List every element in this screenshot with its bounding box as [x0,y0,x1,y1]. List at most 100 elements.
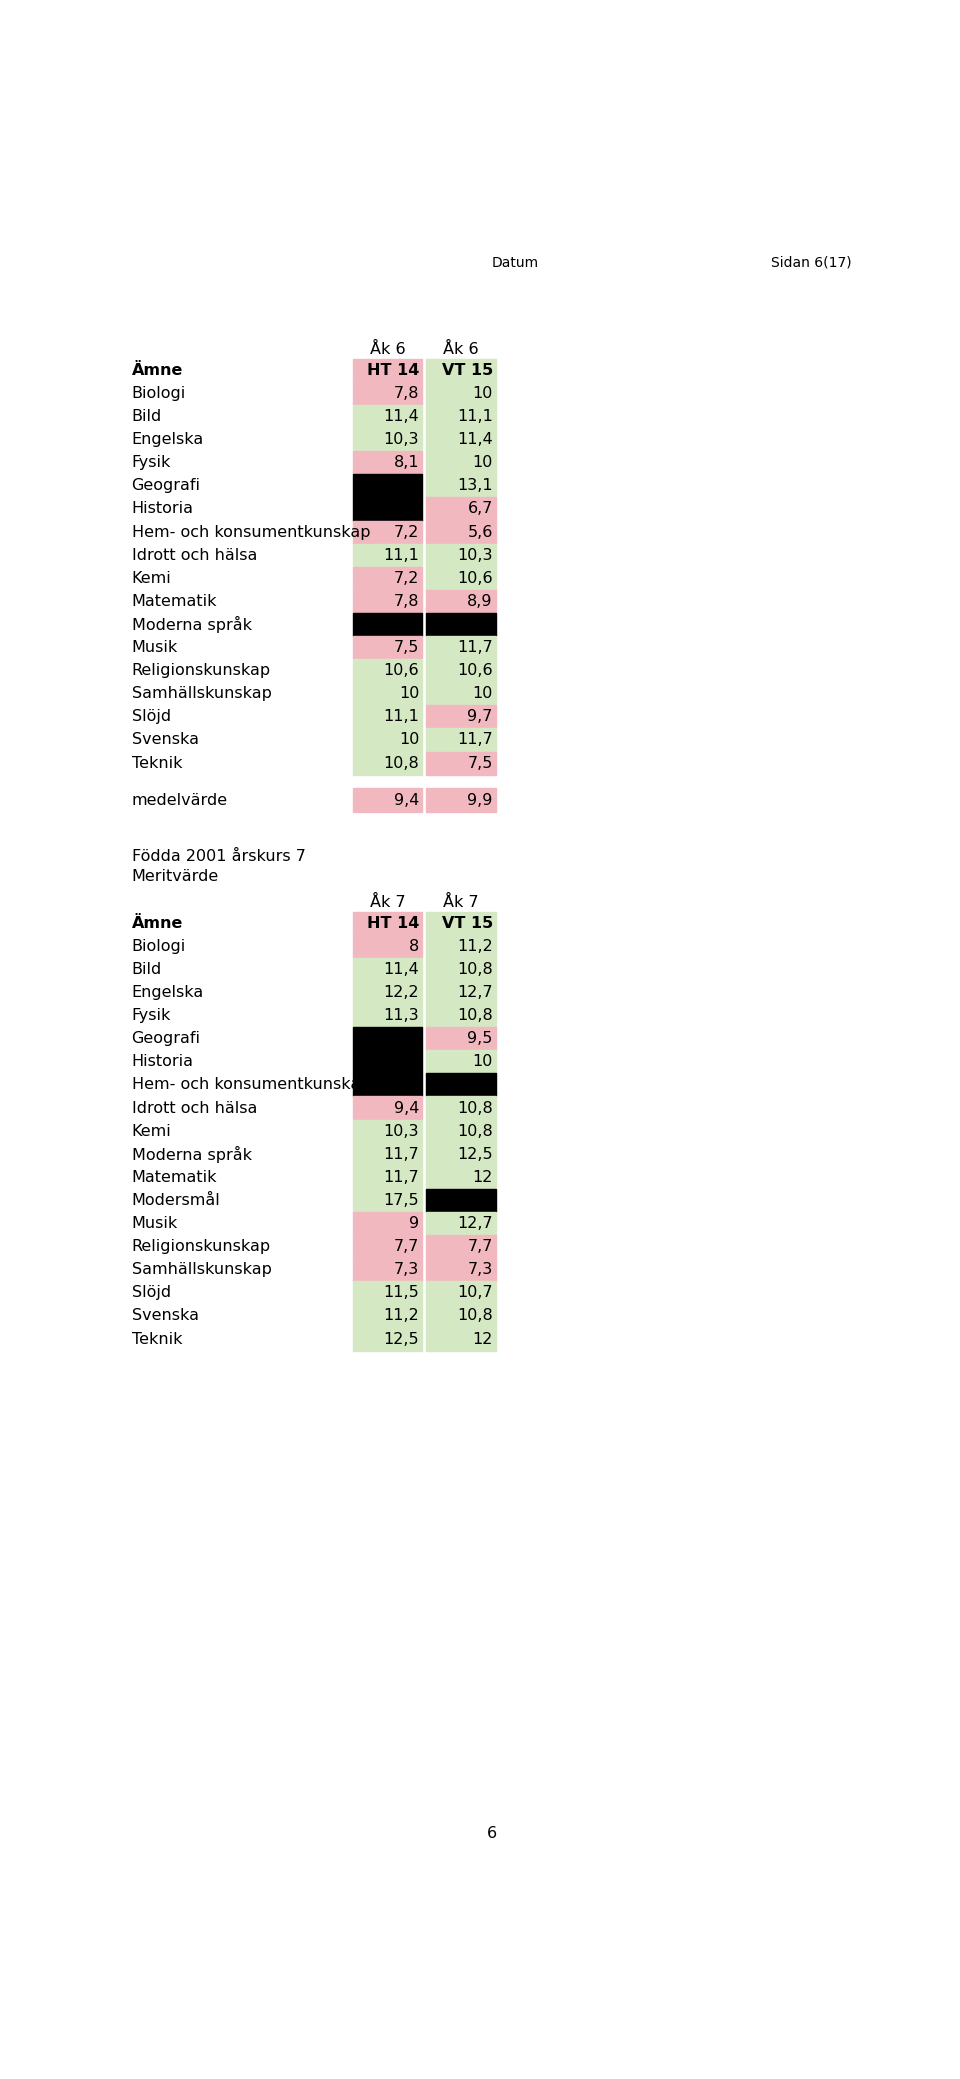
Text: 11,7: 11,7 [457,732,492,748]
Text: 13,1: 13,1 [457,478,492,493]
Text: 10,6: 10,6 [457,663,492,678]
Text: Engelska: Engelska [132,985,204,1000]
Text: 11,7: 11,7 [383,1148,420,1162]
Text: Åk 7: Åk 7 [370,894,405,911]
Bar [352,497,422,520]
Text: 11,1: 11,1 [383,547,420,563]
Bar [426,1143,496,1166]
Text: Svenska: Svenska [132,1308,199,1324]
Text: 10,8: 10,8 [383,755,420,771]
Bar [352,568,422,590]
Bar [426,1004,496,1027]
Text: 10: 10 [472,455,492,470]
Text: 8: 8 [409,940,420,954]
Bar [352,1096,422,1121]
Text: Svenska: Svenska [132,732,199,748]
Text: Slöjd: Slöjd [132,1285,171,1299]
Text: Matematik: Matematik [132,1170,217,1185]
Text: Idrott och hälsa: Idrott och hälsa [132,547,257,563]
Text: Sidan 6(17): Sidan 6(17) [771,256,852,270]
Bar [352,1304,422,1328]
Bar [426,568,496,590]
Text: Moderna språk: Moderna språk [132,615,252,632]
Bar [426,705,496,728]
Bar [426,1073,496,1096]
Text: Modersmål: Modersmål [132,1193,221,1208]
Text: HT 14: HT 14 [367,364,420,378]
Text: 10,8: 10,8 [457,1123,492,1139]
Bar [352,383,422,405]
Bar [426,636,496,659]
Bar [352,1328,422,1351]
Bar [426,1304,496,1328]
Text: 11,7: 11,7 [383,1170,420,1185]
Bar [352,705,422,728]
Text: 10: 10 [472,387,492,401]
Bar [426,543,496,568]
Text: 9,4: 9,4 [394,1100,420,1116]
Text: 17,5: 17,5 [384,1193,420,1208]
Text: Musik: Musik [132,640,178,655]
Text: VT 15: VT 15 [442,364,492,378]
Bar [426,958,496,981]
Text: Bild: Bild [132,963,162,977]
Bar [426,981,496,1004]
Bar [426,659,496,682]
Text: Biologi: Biologi [132,387,186,401]
Text: 6,7: 6,7 [468,501,492,516]
Text: 7,7: 7,7 [468,1239,492,1254]
Bar [352,1121,422,1143]
Text: Ämne: Ämne [132,915,183,931]
Text: Teknik: Teknik [132,755,182,771]
Text: Religionskunskap: Religionskunskap [132,1239,271,1254]
Text: 11,1: 11,1 [383,709,420,723]
Text: Kemi: Kemi [132,1123,172,1139]
Text: 7,2: 7,2 [394,524,420,541]
Bar [352,1143,422,1166]
Text: Kemi: Kemi [132,572,172,586]
Text: 9,7: 9,7 [468,709,492,723]
Text: Geografi: Geografi [132,478,201,493]
Text: Samhällskunskap: Samhällskunskap [132,1262,272,1277]
Bar [352,958,422,981]
Bar [426,913,496,936]
Text: Hem- och konsumentkunskap: Hem- och konsumentkunskap [132,524,371,541]
Text: Meritvärde: Meritvärde [132,869,219,884]
Bar [352,451,422,474]
Text: Åk 6: Åk 6 [370,341,405,358]
Bar [352,981,422,1004]
Text: 7,8: 7,8 [394,595,420,609]
Text: 11,5: 11,5 [383,1285,420,1299]
Bar [352,682,422,705]
Text: Bild: Bild [132,410,162,424]
Text: Åk 6: Åk 6 [444,341,479,358]
Text: Åk 7: Åk 7 [444,894,479,911]
Text: 9,4: 9,4 [394,792,420,807]
Text: 7,3: 7,3 [468,1262,492,1277]
Bar [352,1073,422,1096]
Bar [352,751,422,775]
Text: medelvärde: medelvärde [132,792,228,807]
Bar [352,474,422,497]
Bar [352,428,422,451]
Text: Moderna språk: Moderna språk [132,1146,252,1162]
Bar [352,1235,422,1258]
Bar [352,1166,422,1189]
Text: Slöjd: Slöjd [132,709,171,723]
Text: Samhällskunskap: Samhällskunskap [132,686,272,701]
Text: 7,5: 7,5 [394,640,420,655]
Text: 10,8: 10,8 [457,1308,492,1324]
Bar [352,636,422,659]
Text: 12: 12 [472,1331,492,1347]
Text: 8,9: 8,9 [468,595,492,609]
Text: 12,5: 12,5 [457,1148,492,1162]
Bar [426,451,496,474]
Bar [352,1050,422,1073]
Bar [352,613,422,636]
Text: Hem- och konsumentkunskap: Hem- och konsumentkunskap [132,1077,371,1091]
Bar [352,543,422,568]
Bar [426,751,496,775]
Text: 5,6: 5,6 [468,524,492,541]
Bar [426,1121,496,1143]
Text: 9,9: 9,9 [468,792,492,807]
